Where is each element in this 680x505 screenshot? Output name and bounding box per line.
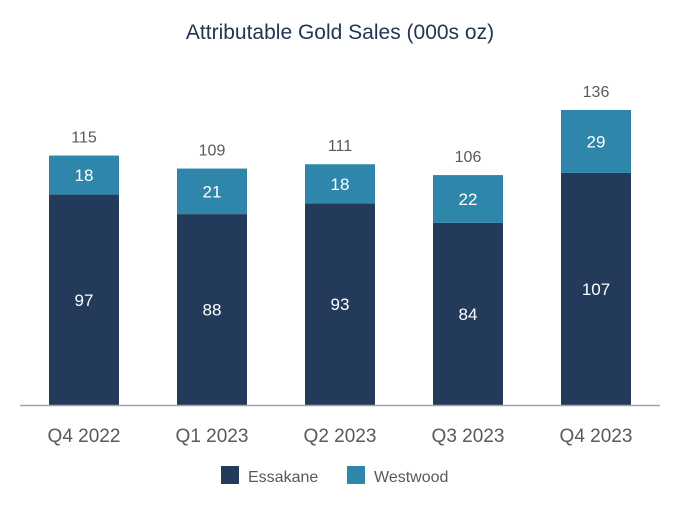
bar-essakane-q4-2023 xyxy=(561,172,631,405)
data-label-westwood: 18 xyxy=(331,175,350,194)
bar-westwood-q3-2023 xyxy=(433,175,503,223)
data-label-westwood: 18 xyxy=(75,166,94,185)
x-tick-label: Q4 2023 xyxy=(560,426,633,447)
data-label-westwood: 22 xyxy=(459,190,478,209)
bar-westwood-q4-2022 xyxy=(49,155,119,195)
total-label: 109 xyxy=(199,143,226,160)
data-label-essakane: 88 xyxy=(203,301,222,320)
legend-swatch-westwood xyxy=(347,466,365,484)
x-tick-label: Q3 2023 xyxy=(432,426,505,447)
x-tick-label: Q2 2023 xyxy=(304,426,377,447)
bar-westwood-q2-2023 xyxy=(305,164,375,204)
bar-westwood-q1-2023 xyxy=(177,168,247,215)
bar-essakane-q2-2023 xyxy=(305,203,375,405)
data-label-essakane: 107 xyxy=(582,280,610,299)
bar-essakane-q1-2023 xyxy=(177,214,247,405)
x-tick-label: Q4 2022 xyxy=(48,426,121,447)
data-label-westwood: 29 xyxy=(587,132,606,151)
data-label-essakane: 97 xyxy=(75,291,94,310)
total-label: 136 xyxy=(583,84,610,101)
chart-title: Attributable Gold Sales (000s oz) xyxy=(186,21,494,44)
data-label-westwood: 21 xyxy=(203,182,222,201)
bar-essakane-q4-2022 xyxy=(49,194,119,405)
legend-swatch-essakane xyxy=(221,466,239,484)
bar-westwood-q4-2023 xyxy=(561,110,631,173)
total-label: 106 xyxy=(455,149,482,166)
data-label-essakane: 84 xyxy=(459,305,478,324)
total-label: 111 xyxy=(328,138,352,155)
total-label: 115 xyxy=(71,130,97,147)
legend: Essakane Westwood xyxy=(221,466,448,486)
legend-label-essakane: Essakane xyxy=(248,469,318,486)
legend-label-westwood: Westwood xyxy=(374,469,448,486)
data-label-essakane: 93 xyxy=(331,295,350,314)
x-tick-label: Q1 2023 xyxy=(176,426,249,447)
bar-essakane-q3-2023 xyxy=(433,222,503,405)
